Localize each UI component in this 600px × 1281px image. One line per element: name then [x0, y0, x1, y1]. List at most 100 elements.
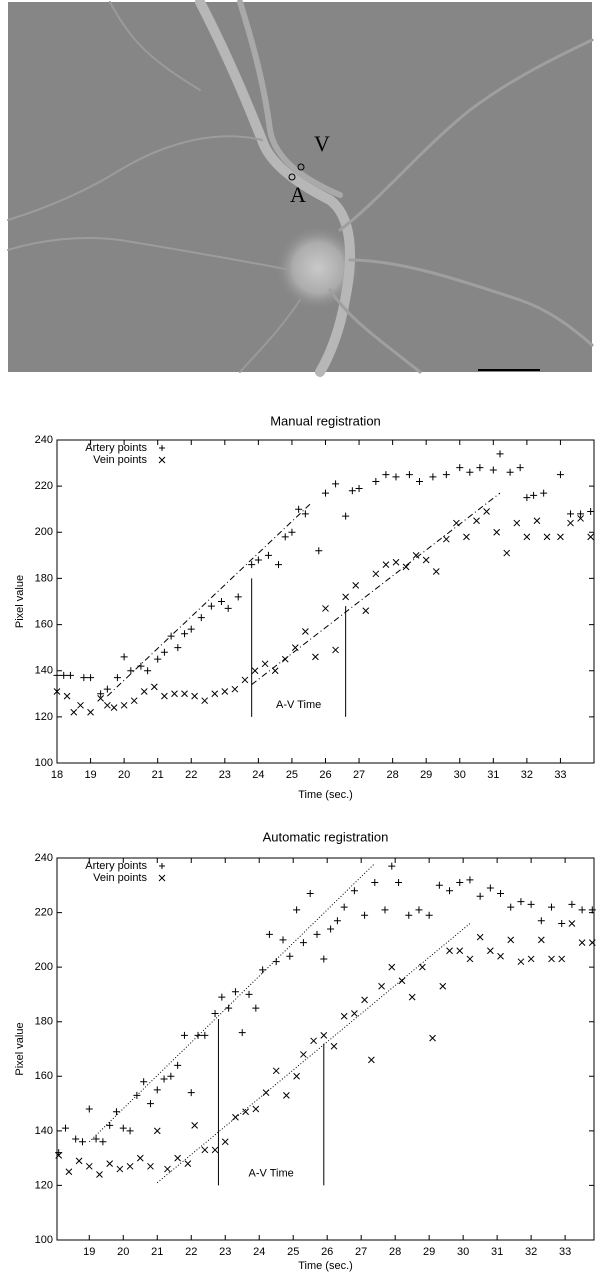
- data-point: [140, 688, 148, 695]
- data-point: [496, 450, 504, 458]
- data-point: [588, 906, 596, 914]
- data-point: [507, 936, 515, 944]
- data-point: [300, 1051, 307, 1058]
- legend-marker: [158, 456, 166, 464]
- x-tick-label: 23: [219, 769, 231, 781]
- data-point: [439, 982, 447, 990]
- data-point: [476, 464, 484, 472]
- data-point: [218, 993, 226, 1001]
- data-point: [184, 1160, 192, 1167]
- data-point: [201, 1031, 209, 1039]
- data-point: [174, 1154, 182, 1162]
- data-point: [442, 535, 450, 543]
- x-tick-label: 22: [185, 769, 197, 781]
- data-point: [245, 990, 253, 998]
- data-point: [513, 519, 521, 527]
- data-point: [207, 602, 215, 610]
- data-point: [103, 685, 111, 693]
- data-point: [517, 898, 525, 906]
- x-tick-label: 28: [389, 1246, 401, 1258]
- data-point: [119, 1124, 127, 1132]
- data-point: [171, 690, 178, 698]
- data-point: [516, 464, 524, 472]
- data-point: [63, 692, 71, 700]
- legend-marker: [159, 445, 165, 451]
- data-point: [497, 889, 505, 897]
- image-label: V: [314, 131, 330, 156]
- data-point: [265, 930, 273, 938]
- data-point: [523, 533, 531, 541]
- data-point: [567, 519, 574, 527]
- data-point: [463, 533, 470, 541]
- data-point: [577, 515, 584, 522]
- data-point: [568, 920, 576, 927]
- data-point: [291, 644, 299, 651]
- data-point: [201, 1146, 209, 1154]
- data-point: [272, 1067, 280, 1075]
- x-tick-label: 28: [387, 769, 399, 781]
- data-point: [293, 1072, 300, 1080]
- data-point: [497, 952, 504, 960]
- data-point: [332, 646, 339, 654]
- data-point: [299, 939, 307, 947]
- data-point: [146, 1100, 154, 1108]
- data-point: [288, 528, 296, 536]
- data-point: [110, 704, 118, 711]
- y-tick-label: 220: [35, 906, 53, 918]
- data-point: [224, 604, 232, 612]
- data-point: [217, 598, 225, 605]
- data-point: [388, 862, 396, 870]
- data-point: [412, 552, 420, 559]
- data-point: [174, 644, 182, 652]
- data-point: [103, 701, 111, 709]
- data-point: [527, 955, 535, 963]
- data-point: [211, 1146, 219, 1154]
- data-point: [567, 510, 575, 518]
- data-point: [398, 977, 406, 985]
- data-point: [136, 1154, 144, 1162]
- data-point: [577, 510, 585, 518]
- data-point: [342, 512, 350, 520]
- data-point: [221, 1138, 229, 1146]
- data-point: [295, 505, 303, 513]
- data-point: [415, 906, 423, 914]
- x-tick-label: 20: [118, 769, 130, 781]
- data-point: [322, 605, 329, 612]
- data-point: [548, 955, 555, 963]
- data-point: [320, 1032, 328, 1039]
- data-point: [106, 1160, 114, 1167]
- data-point: [302, 628, 309, 635]
- data-point: [489, 466, 497, 474]
- x-tick-label: 33: [554, 769, 566, 781]
- data-point: [352, 581, 360, 589]
- data-point: [517, 958, 525, 966]
- data-point: [392, 558, 400, 566]
- data-point: [368, 1056, 375, 1064]
- data-point: [181, 630, 189, 638]
- data-point: [425, 911, 433, 919]
- data-point: [286, 952, 294, 960]
- data-point: [506, 468, 514, 476]
- data-point: [568, 900, 576, 908]
- data-point: [87, 674, 95, 682]
- data-point: [578, 906, 586, 914]
- x-tick-label: 22: [185, 1246, 197, 1258]
- data-point: [180, 1031, 188, 1039]
- x-tick-label: 26: [319, 769, 331, 781]
- data-point: [293, 906, 301, 914]
- data-point: [348, 487, 356, 495]
- legend-label: Artery points: [85, 442, 147, 454]
- x-tick-label: 30: [454, 769, 466, 781]
- data-point: [275, 561, 283, 569]
- chart-title: Manual registration: [270, 413, 381, 428]
- data-point: [140, 1078, 148, 1086]
- data-point: [333, 917, 341, 925]
- data-point: [231, 988, 239, 996]
- y-tick-label: 120: [35, 1179, 53, 1191]
- data-point: [507, 903, 515, 911]
- data-point: [174, 1061, 182, 1069]
- data-point: [78, 1138, 86, 1146]
- data-point: [248, 561, 256, 569]
- legend-label: Vein points: [93, 454, 147, 466]
- data-point: [281, 655, 289, 663]
